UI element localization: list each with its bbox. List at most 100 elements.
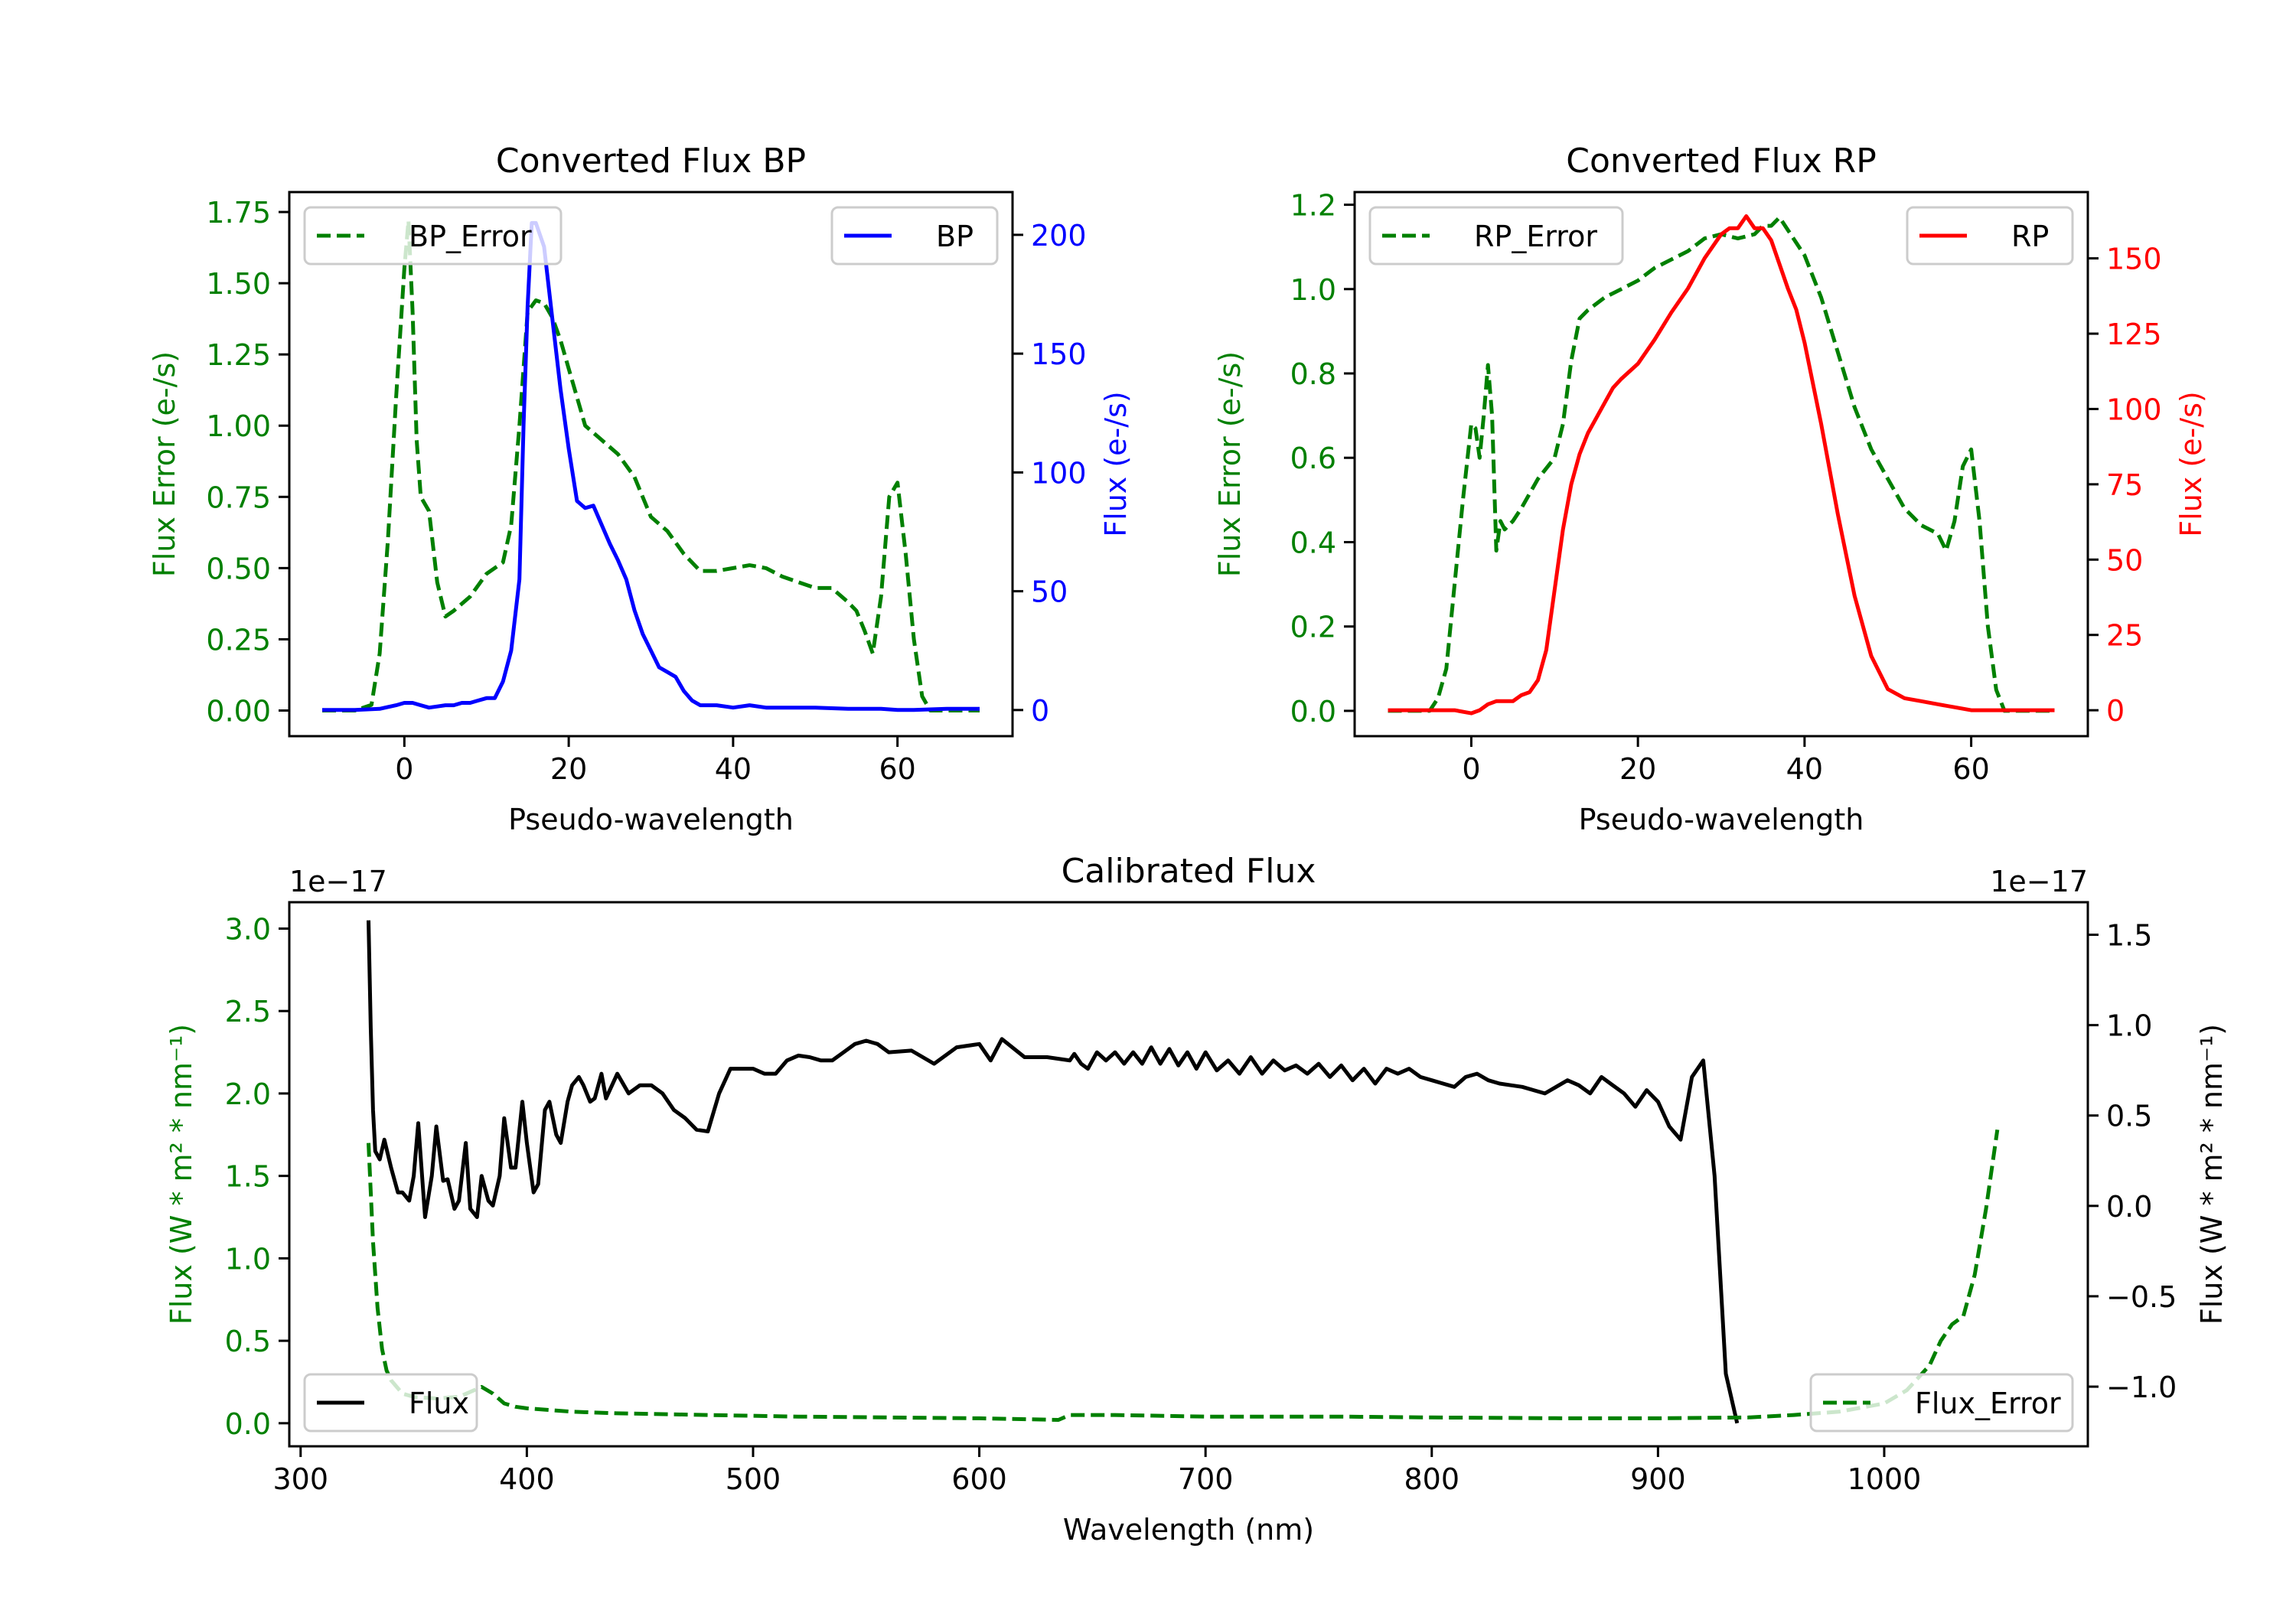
y-right-tick-label: −1.0 [2106,1371,2177,1404]
x-tick-label: 600 [951,1462,1007,1496]
x-tick-label: 60 [1952,752,1989,786]
series-line-rp [1388,214,2055,715]
y-right-tick-label: 0 [1031,694,1049,728]
legend-label: BP_Error [409,220,532,253]
y-left-offset-label: 1e−17 [289,865,387,898]
y-right-axis-label: Flux (W * m² * nm⁻¹) [2195,1024,2229,1325]
y-right-offset-label: 1e−17 [1990,865,2088,898]
x-tick-label: 400 [499,1462,555,1496]
y-left-tick-label: 1.50 [206,267,271,301]
legend-label: Flux [409,1387,469,1420]
series-line-rp-error [1388,215,2055,713]
y-left-tick-label: 0.4 [1290,526,1336,559]
x-tick-label: 20 [1619,752,1656,786]
x-tick-label: 900 [1630,1462,1686,1496]
legend-box [303,206,563,266]
y-left-tick-label: 0.2 [1290,611,1336,644]
x-tick-label: 700 [1178,1462,1234,1496]
y-left-tick-label: 0.50 [206,552,271,585]
y-right-tick-label: 100 [2106,393,2162,426]
chart-title: Calibrated Flux [1062,852,1316,891]
y-left-tick-label: 1.0 [1290,273,1336,307]
series-line-flux [367,920,1740,1424]
y-left-tick-label: 0.0 [1290,695,1336,729]
legend-right: RP [1906,206,2074,266]
y-left-axis-label: Flux (W * m² * nm⁻¹) [165,1024,198,1325]
y-left-tick-label: 1.5 [225,1160,271,1194]
y-left-axis-label: Flux Error (e-/s) [148,351,181,577]
legend-box [830,206,999,266]
legend-left: Flux [303,1373,478,1433]
y-right-tick-label: 150 [1031,337,1087,371]
y-right-axis-label: Flux (e-/s) [2174,391,2208,536]
legend-box [1906,206,2074,266]
legend-right: BP [830,206,999,266]
chart-title: Converted Flux BP [496,142,806,181]
y-left-tick-label: 3.0 [225,912,271,946]
x-axis-label: Pseudo-wavelength [508,803,794,836]
y-left-tick-label: 0.5 [225,1325,271,1358]
series-line-flux-error [367,1129,2000,1422]
legend-box [303,1373,478,1433]
y-right-tick-label: 0 [2106,694,2125,728]
y-left-axis-label: Flux Error (e-/s) [1213,351,1247,577]
chart-calibrated: 300 400 500 600 700 800 900 1000 0.0 0.5 1.0 1.5 2.0… [165,852,2229,1547]
y-left-tick-label: 0.75 [206,481,271,514]
legend-left: BP_Error [303,206,563,266]
y-right-tick-label: 25 [2106,619,2143,653]
plot-frame [288,191,1014,738]
legend-box [1368,206,1624,266]
y-right-tick-label: 100 [1031,456,1087,490]
legend-label: Flux_Error [1915,1387,2061,1420]
y-left-tick-label: 1.0 [225,1242,271,1276]
x-tick-label: 40 [715,752,752,786]
legend-label: RP_Error [1474,220,1597,253]
y-right-tick-label: 75 [2106,468,2143,502]
legend-label: BP [936,220,974,253]
plot-frame [288,901,2089,1448]
chart-rp: 0 20 40 60 0.0 0.2 0.4 0.6 0.8 1.0 1.2 0 25 50 75 100 12… [1213,142,2208,836]
legend-left: RP_Error [1368,206,1624,266]
x-tick-label: 1000 [1848,1462,1922,1496]
y-left-tick-label: 0.8 [1290,357,1336,391]
y-right-tick-label: 150 [2106,243,2162,276]
y-right-tick-label: 0.5 [2106,1100,2152,1133]
y-right-tick-label: 1.5 [2106,919,2152,953]
x-axis-label: Wavelength (nm) [1063,1513,1314,1547]
legend-right: Flux_Error [1809,1373,2074,1433]
y-right-tick-label: 0.0 [2106,1190,2152,1224]
chart-bp: 0 20 40 60 0.00 0.25 0.50 0.75 1.00 1.25 1.50 1.75 0… [148,142,1133,836]
y-right-tick-label: 50 [2106,543,2143,577]
plot-frame [1353,191,2089,738]
y-right-tick-label: −0.5 [2106,1280,2177,1314]
y-left-tick-label: 1.2 [1290,189,1336,223]
y-left-tick-label: 0.25 [206,623,271,657]
y-right-tick-label: 125 [2106,318,2162,351]
legend-label: RP [2011,220,2049,253]
y-left-tick-label: 0.0 [225,1407,271,1441]
y-left-tick-label: 2.5 [225,995,271,1028]
legend-box [1809,1373,2074,1433]
y-right-tick-label: 50 [1031,575,1068,609]
x-tick-label: 20 [550,752,587,786]
x-tick-label: 60 [879,752,915,786]
y-right-tick-label: 1.0 [2106,1009,2152,1043]
x-tick-label: 0 [395,752,413,786]
x-tick-label: 40 [1786,752,1823,786]
chart-title: Converted Flux RP [1566,142,1877,181]
x-axis-label: Pseudo-wavelength [1579,803,1864,836]
x-tick-label: 500 [726,1462,781,1496]
y-left-tick-label: 1.00 [206,409,271,443]
y-left-tick-label: 0.00 [206,694,271,728]
series-line-bp-error [322,218,980,712]
series-line-bp [322,220,980,712]
x-tick-label: 800 [1404,1462,1460,1496]
y-left-tick-label: 1.25 [206,338,271,372]
x-tick-label: 300 [273,1462,329,1496]
y-left-tick-label: 0.6 [1290,442,1336,475]
y-right-axis-label: Flux (e-/s) [1099,391,1133,536]
y-left-tick-label: 1.75 [206,196,271,230]
y-left-tick-label: 2.0 [225,1077,271,1111]
y-right-tick-label: 200 [1031,219,1087,253]
